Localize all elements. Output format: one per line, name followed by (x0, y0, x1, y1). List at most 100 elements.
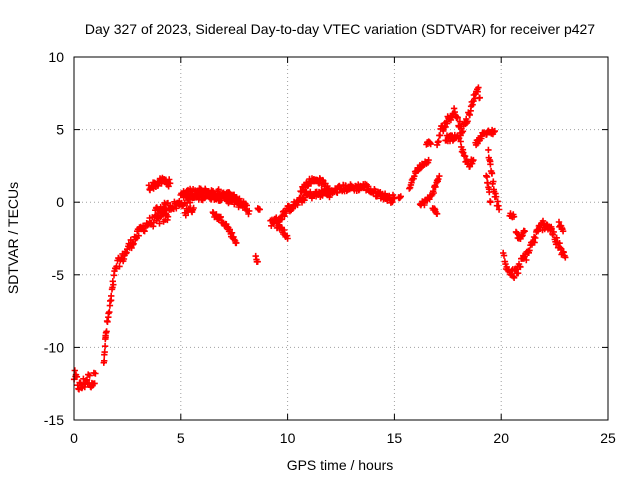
data-point (389, 198, 396, 206)
data-point (425, 156, 432, 164)
data-point (101, 343, 109, 350)
data-point (486, 188, 493, 196)
data-point (86, 372, 93, 379)
data-series-sdtvar (70, 84, 569, 393)
y-tick-label: -10 (44, 339, 64, 355)
x-tick-label: 5 (177, 430, 185, 446)
data-point (514, 270, 522, 277)
data-point (517, 263, 524, 271)
data-point (443, 120, 451, 127)
data-point (226, 190, 234, 197)
data-point (156, 220, 163, 227)
data-point (433, 210, 441, 217)
data-point (457, 132, 464, 139)
y-tick-label: -15 (44, 412, 64, 428)
data-point (500, 252, 508, 259)
data-point (550, 228, 557, 236)
data-point (530, 233, 538, 241)
data-point (256, 206, 263, 213)
data-point (106, 308, 113, 316)
data-point (466, 111, 473, 119)
y-tick-label: 5 (56, 122, 64, 138)
data-point (490, 178, 497, 185)
x-tick-label: 25 (600, 430, 616, 446)
data-point (141, 228, 148, 235)
data-point (436, 132, 444, 139)
data-point (243, 202, 250, 209)
data-point (532, 234, 539, 242)
data-point (246, 207, 253, 215)
data-point (492, 193, 500, 200)
data-point (483, 173, 491, 181)
data-point (523, 256, 530, 264)
data-point (71, 367, 78, 374)
y-tick-label: 10 (48, 49, 64, 65)
data-point (307, 180, 315, 187)
data-point (556, 244, 564, 251)
data-point (469, 101, 476, 108)
y-tick-label: -5 (52, 267, 65, 283)
data-point (386, 192, 393, 200)
data-point (559, 228, 567, 235)
data-point (488, 170, 496, 177)
data-point (327, 190, 334, 197)
data-point (166, 180, 174, 187)
data-point (435, 175, 442, 183)
data-point (553, 234, 560, 241)
data-point (430, 189, 437, 197)
data-point (436, 172, 443, 180)
data-point (92, 370, 99, 377)
data-point (521, 228, 528, 235)
data-point (110, 281, 117, 288)
data-point (487, 161, 494, 168)
data-point (254, 258, 261, 265)
data-point (451, 108, 458, 116)
data-point (510, 213, 518, 220)
data-point (91, 380, 98, 387)
data-point (186, 199, 194, 206)
data-point (233, 239, 240, 247)
chart-title: Day 327 of 2023, Sidereal Day-to-day VTE… (85, 21, 595, 37)
x-tick-label: 10 (280, 430, 296, 446)
data-point (411, 173, 418, 180)
data-point (485, 146, 492, 154)
data-point (562, 254, 569, 261)
data-point (217, 213, 224, 221)
data-point (461, 153, 469, 160)
data-point (457, 138, 464, 145)
x-axis-label: GPS time / hours (287, 457, 394, 473)
data-point (397, 193, 404, 200)
data-point (526, 247, 533, 254)
data-point (301, 197, 308, 204)
data-point (491, 127, 498, 135)
axis-ticks: 0 5 10 15 20 25 -15 -10 -5 0 5 10 (44, 49, 616, 446)
x-tick-label: 15 (387, 430, 403, 446)
data-point (101, 357, 108, 364)
data-point (103, 328, 110, 335)
data-point (470, 156, 477, 164)
data-point (476, 94, 483, 101)
data-point (334, 189, 341, 196)
data-point (182, 212, 189, 219)
grid (74, 57, 608, 420)
data-point (487, 199, 494, 206)
data-point (519, 232, 526, 239)
data-point (432, 183, 439, 191)
data-point (547, 226, 554, 234)
y-axis-label: SDTVAR / TECUs (5, 182, 21, 294)
data-point (101, 348, 108, 356)
data-point (73, 373, 81, 380)
data-point (282, 209, 290, 217)
data-point (454, 114, 461, 121)
data-point (475, 84, 482, 91)
x-tick-label: 0 (70, 430, 78, 446)
data-point (495, 206, 503, 213)
y-tick-label: 0 (56, 194, 64, 210)
data-point (190, 204, 197, 212)
data-point (442, 123, 449, 131)
data-point (130, 240, 137, 247)
data-point (464, 118, 471, 125)
data-point (226, 226, 233, 233)
data-point (164, 213, 172, 220)
